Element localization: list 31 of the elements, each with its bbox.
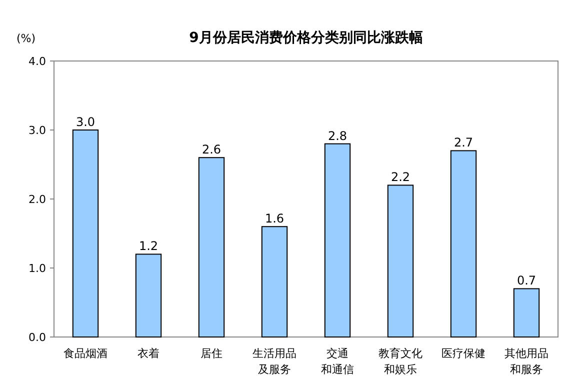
y-tick-label: 3.0 xyxy=(28,124,46,137)
y-tick-label: 4.0 xyxy=(28,55,46,68)
bar xyxy=(198,157,225,338)
bar xyxy=(513,288,540,338)
bar xyxy=(387,184,414,338)
data-label: 2.6 xyxy=(202,142,222,157)
x-tick-label: 交通和通信 xyxy=(321,347,354,376)
bar xyxy=(135,254,162,338)
y-axis-title: (%) xyxy=(16,32,36,45)
data-label: 3.0 xyxy=(76,115,96,129)
x-tick-label: 居住 xyxy=(200,347,222,360)
data-label: 2.2 xyxy=(390,170,410,184)
x-tick-label: 医疗保健 xyxy=(442,347,486,360)
bar xyxy=(72,130,99,338)
y-tick-label: 1.0 xyxy=(28,262,46,275)
y-tick-label: 0.0 xyxy=(28,331,46,344)
bar xyxy=(324,143,351,338)
data-label: 1.6 xyxy=(264,212,284,226)
bar xyxy=(450,150,477,338)
x-tick-label: 其他用品和服务 xyxy=(504,347,548,376)
x-tick-label: 食品烟酒 xyxy=(64,347,108,360)
x-tick-label: 衣着 xyxy=(138,347,160,360)
x-tick-label: 生活用品及服务 xyxy=(252,347,296,376)
chart-title: 9月份居民消费价格分类别同比涨跌幅 xyxy=(189,30,423,46)
data-label: 0.7 xyxy=(516,274,536,288)
y-tick-label: 2.0 xyxy=(28,193,46,206)
bar xyxy=(261,226,288,338)
data-label: 1.2 xyxy=(138,239,158,254)
data-label: 2.8 xyxy=(328,128,348,143)
x-tick-label: 教育文化和娱乐 xyxy=(378,347,422,376)
data-label: 2.7 xyxy=(454,136,474,150)
